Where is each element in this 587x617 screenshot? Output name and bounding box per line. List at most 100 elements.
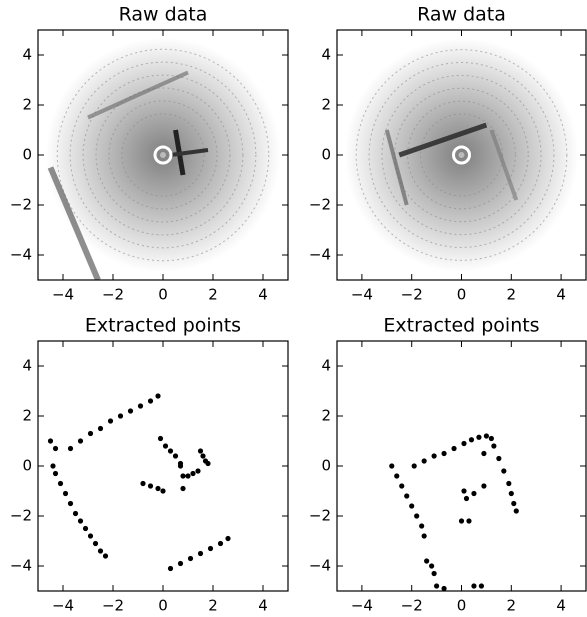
point (172, 453, 179, 459)
point (488, 435, 494, 442)
point (468, 437, 475, 443)
x-tick-label: 2 (208, 286, 218, 304)
point (205, 460, 211, 467)
wall (489, 129, 519, 201)
point (471, 490, 477, 497)
point (461, 488, 467, 494)
point (197, 448, 204, 454)
point (157, 435, 164, 442)
sonar-center-dot (160, 152, 166, 158)
point (496, 455, 502, 462)
point (217, 540, 224, 547)
point (476, 434, 482, 440)
sonar-ring (69, 61, 257, 249)
y-tick-label: 0 (321, 457, 331, 475)
y-tick-label: 4 (321, 46, 331, 64)
point (180, 473, 186, 479)
point (424, 558, 430, 564)
panel: Raw data −4 −2 0 2 4 −4 −2 0 2 4 (309, 4, 587, 304)
x-tick-label: 0 (457, 286, 467, 304)
point (97, 548, 104, 554)
point (92, 540, 99, 547)
point (77, 438, 84, 444)
point (57, 480, 64, 487)
x-tick-label: 4 (258, 286, 268, 304)
point (458, 518, 465, 524)
axes-frame (37, 340, 289, 592)
x-tick-label: 4 (556, 597, 566, 615)
raw-image (344, 37, 579, 273)
raw-image (45, 37, 281, 280)
point (87, 430, 94, 437)
point (421, 533, 427, 539)
y-tick-label: −4 (10, 557, 32, 575)
point (155, 393, 161, 399)
x-tick-label: 0 (158, 597, 168, 615)
y-tick-label: 2 (22, 407, 32, 425)
point (47, 438, 54, 444)
wall (47, 166, 101, 280)
x-tick-label: 2 (208, 597, 218, 615)
point (190, 470, 196, 477)
point (162, 443, 169, 449)
y-tick-label: −4 (309, 246, 331, 264)
sonar-ring (355, 49, 568, 261)
point (394, 473, 400, 479)
x-tick-label: −2 (102, 597, 124, 615)
panel-title: Raw data (119, 4, 208, 26)
x-tick-label: 0 (457, 597, 467, 615)
point (50, 463, 56, 469)
point (177, 560, 184, 567)
point (461, 440, 467, 447)
sonar-center (452, 145, 471, 165)
point (67, 445, 74, 452)
point (441, 585, 447, 592)
y-tick-label: 2 (22, 96, 32, 114)
point (441, 450, 447, 457)
sonar-ring (108, 100, 218, 210)
point (87, 533, 94, 539)
x-tick-label: −2 (102, 286, 124, 304)
point (411, 463, 417, 469)
point (483, 433, 489, 439)
point (389, 463, 395, 469)
point (155, 485, 161, 492)
point (399, 483, 405, 489)
point (466, 518, 472, 524)
sonar-ring (368, 62, 555, 248)
point (431, 453, 437, 459)
panel-title: Extracted points (85, 315, 241, 337)
point (197, 550, 204, 557)
point (429, 563, 435, 569)
point (67, 500, 74, 507)
x-tick-label: −2 (401, 597, 423, 615)
x-tick-label: 2 (507, 286, 517, 304)
point (491, 443, 497, 449)
sonar-ring (394, 87, 529, 223)
point (471, 583, 477, 589)
panel: Extracted points −4 −2 0 2 4 −4 −2 0 2 4 (309, 315, 587, 615)
y-tick-label: 4 (321, 357, 331, 375)
point (147, 398, 154, 404)
sonar-ring (121, 113, 205, 197)
point (77, 518, 84, 524)
point (225, 535, 231, 542)
sonar-ring (82, 74, 244, 236)
wall (398, 122, 488, 158)
point (434, 583, 440, 589)
point (421, 458, 427, 464)
wall (87, 70, 189, 120)
point (107, 418, 114, 424)
y-tick-label: 2 (321, 96, 331, 114)
x-tick-label: −4 (351, 286, 373, 304)
point (52, 445, 59, 452)
point (160, 488, 166, 494)
point (102, 553, 109, 559)
point (414, 513, 420, 519)
point (167, 448, 174, 454)
point (180, 485, 186, 492)
y-tick-label: 4 (22, 46, 32, 64)
point (404, 493, 410, 499)
x-tick-label: −4 (52, 597, 74, 615)
sonar-center (153, 145, 173, 165)
